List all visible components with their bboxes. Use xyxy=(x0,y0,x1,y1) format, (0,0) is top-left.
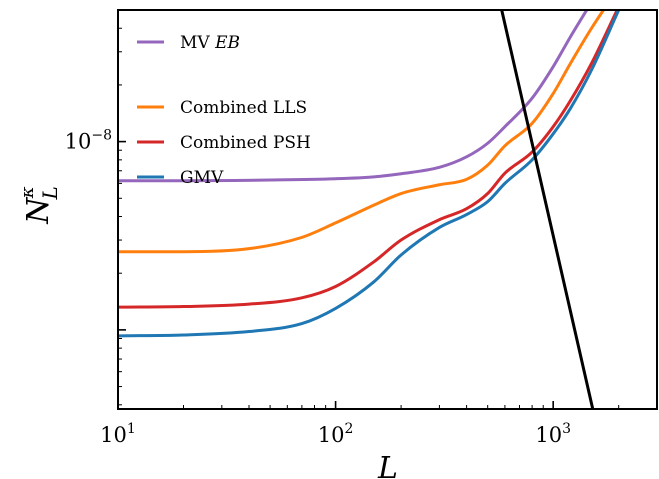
legend-label: GMV xyxy=(180,168,224,188)
legend: MV EB Combined LLS Combined PSH GMV xyxy=(137,33,311,188)
legend-label: Combined LLS xyxy=(180,98,307,118)
x-tick-label: 103 xyxy=(535,421,571,447)
y-axis-label-super: κ xyxy=(17,186,38,199)
plot-frame xyxy=(117,9,658,410)
legend-label: Combined PSH xyxy=(180,133,311,153)
series-line-mv xyxy=(118,10,589,183)
series-line-combined-psh xyxy=(118,10,619,309)
y-tick-label: 10−8 xyxy=(65,128,112,154)
tick-labels: 101 102 103 10−8 xyxy=(65,128,571,447)
series-line-4 xyxy=(500,10,595,409)
legend-label: MV EB xyxy=(180,33,240,53)
y-axis-label-sub: L xyxy=(38,186,62,200)
series-line-combined-lls xyxy=(118,10,606,254)
x-axis-label: L xyxy=(377,451,398,479)
axis-ticks xyxy=(117,9,658,409)
series-line-gmv xyxy=(118,10,621,338)
svg-text:NLκ: NLκ xyxy=(17,186,62,225)
x-tick-label: 101 xyxy=(100,421,136,447)
x-tick-label: 102 xyxy=(318,421,354,447)
series-group xyxy=(118,10,621,409)
y-axis-label: NLκ xyxy=(17,186,62,225)
y-axis-label-main: N xyxy=(21,196,56,225)
